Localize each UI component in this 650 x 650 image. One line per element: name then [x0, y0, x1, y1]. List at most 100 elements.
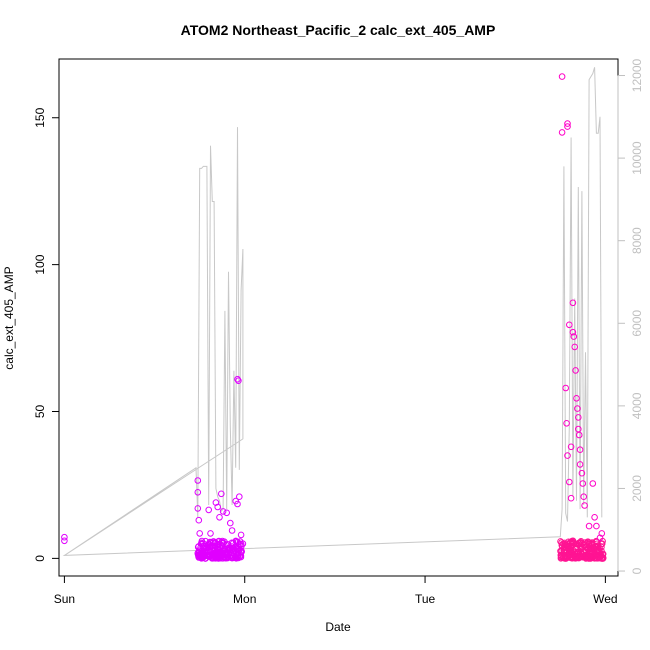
data-point [558, 73, 566, 80]
dense-point-1 [585, 553, 593, 561]
data-point [223, 509, 230, 517]
dense-point-0 [213, 545, 221, 552]
y-axis-label: calc_ext_405_AMP [2, 266, 16, 369]
data-point [194, 489, 202, 496]
dense-point-0 [215, 541, 222, 548]
data-point [571, 343, 579, 351]
dense-point-0 [211, 543, 219, 550]
data-point [575, 431, 583, 439]
data-point [593, 522, 600, 530]
data-point [596, 534, 604, 542]
dense-point-0 [220, 547, 227, 555]
data-point [576, 461, 584, 468]
dense-point-1 [575, 554, 583, 562]
data-point [61, 537, 68, 545]
data-point [572, 367, 579, 374]
data-point [567, 494, 575, 502]
data-point [219, 508, 227, 515]
secondary-line-layer [62, 67, 603, 556]
dense-point-1 [572, 555, 579, 562]
scatter-points-layer [61, 73, 606, 548]
data-point [564, 123, 571, 130]
x-tick-label: Sun [54, 592, 75, 606]
dense-point-1 [567, 543, 575, 551]
y-tick-label: 0 [33, 555, 47, 562]
y2-tick-label: 10000 [630, 141, 644, 175]
data-point [194, 505, 202, 512]
data-point [574, 405, 581, 412]
x-axis-label: Date [325, 620, 351, 634]
dense-point-0 [195, 549, 203, 556]
dense-point-0 [221, 554, 228, 561]
data-point [581, 502, 588, 509]
data-point [235, 377, 242, 385]
dense-point-1 [598, 540, 605, 548]
dense-point-1 [572, 540, 579, 548]
y-axis-right: 0 2000 4000 6000 8000 10000 12000 [617, 59, 644, 574]
dense-point-0 [208, 538, 215, 546]
data-point [566, 321, 573, 329]
dense-point-1 [567, 547, 575, 555]
data-point [563, 420, 570, 427]
x-tick-label: Tue [415, 592, 436, 606]
data-point [562, 384, 570, 392]
dense-point-0 [225, 544, 232, 552]
data-point [194, 477, 202, 484]
data-point [598, 530, 606, 537]
y2-tick-label: 0 [630, 567, 644, 574]
data-point [207, 530, 214, 537]
y2-tick-label: 12000 [630, 59, 644, 93]
x-tick-label: Mon [233, 592, 256, 606]
chart-title: ATOM2 Northeast_Pacific_2 calc_ext_405_A… [181, 22, 496, 38]
dense-point-1 [557, 551, 565, 559]
dense-point-1 [557, 547, 564, 555]
data-point [234, 500, 241, 508]
data-point [558, 129, 566, 136]
data-point [573, 395, 580, 402]
dense-point-1 [558, 539, 565, 546]
data-point [216, 514, 223, 521]
dense-point-0 [210, 546, 217, 554]
dense-points-layer [194, 537, 607, 562]
data-point [218, 490, 225, 498]
dense-point-1 [598, 547, 605, 555]
dense-point-1 [561, 555, 569, 562]
plot-frame [58, 58, 619, 577]
x-axis: Sun Mon Tue Wed [54, 575, 618, 606]
x-tick-label: Wed [593, 592, 617, 606]
data-point [591, 514, 598, 521]
data-point [576, 446, 584, 454]
y-axis-left: 0 50 100 150 [33, 107, 60, 562]
data-point [237, 531, 245, 539]
dense-point-1 [580, 541, 587, 549]
data-point [205, 506, 212, 514]
data-point [239, 540, 247, 548]
dense-point-0 [233, 550, 241, 558]
data-point [234, 375, 241, 383]
dense-point-0 [198, 550, 206, 557]
y-tick-label: 150 [33, 107, 47, 127]
data-point [569, 328, 577, 336]
data-point [227, 519, 234, 527]
data-point [564, 120, 571, 127]
dense-point-0 [203, 544, 211, 552]
data-point [196, 530, 203, 537]
dense-point-0 [229, 554, 236, 562]
data-point [236, 493, 243, 501]
data-point [214, 503, 221, 511]
dense-point-1 [579, 553, 587, 561]
data-point [566, 478, 573, 486]
dense-point-0 [234, 551, 242, 559]
data-point [212, 499, 220, 506]
data-point [578, 469, 586, 477]
dense-point-0 [195, 543, 202, 550]
data-point [569, 299, 577, 307]
data-point [570, 333, 578, 340]
data-point [579, 480, 587, 487]
y2-tick-label: 6000 [630, 310, 644, 337]
dense-point-1 [589, 553, 596, 560]
dense-point-1 [564, 543, 572, 551]
data-point [585, 522, 593, 530]
dense-point-1 [587, 555, 594, 562]
